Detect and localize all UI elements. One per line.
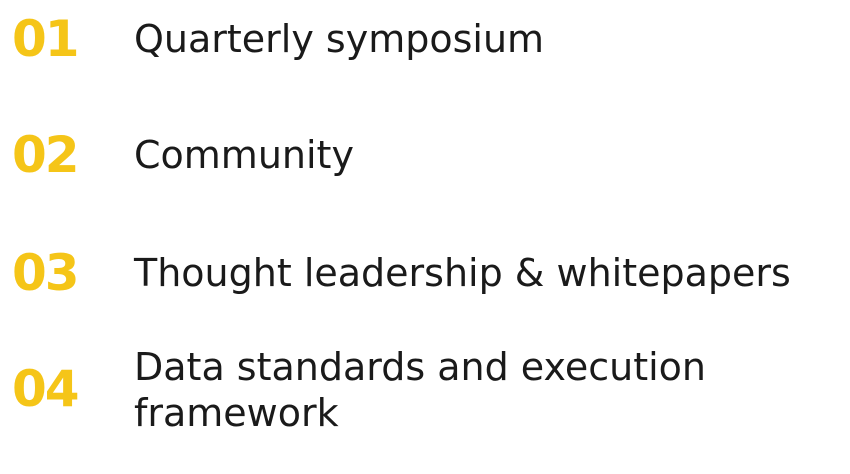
item-number: 01 — [12, 10, 80, 68]
item-label: Thought leadership & whitepapers — [134, 251, 791, 295]
item-label: Quarterly symposium — [134, 17, 545, 61]
item-number: 02 — [12, 126, 80, 184]
item-label: Community — [134, 133, 354, 177]
item-number: 04 — [12, 360, 80, 418]
item-number: 03 — [12, 244, 80, 302]
item-label-line-2: framework — [134, 391, 339, 435]
item-label-line-1: Data standards and execution — [134, 345, 706, 389]
